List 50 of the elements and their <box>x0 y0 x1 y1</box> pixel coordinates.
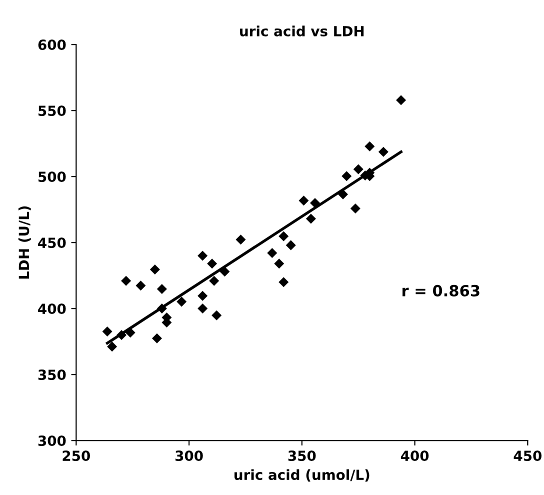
point <box>378 146 388 157</box>
point <box>396 95 406 106</box>
x-tick-label: 450 <box>514 450 542 462</box>
point <box>156 304 167 314</box>
point <box>121 276 132 286</box>
y-tick-label: 550 <box>38 106 66 116</box>
point <box>298 196 309 206</box>
point <box>212 310 222 320</box>
point <box>107 342 118 352</box>
y-tick-label: 500 <box>38 172 66 182</box>
x-axis-title: uric acid (umol/L) <box>234 469 370 482</box>
point <box>198 250 208 261</box>
point <box>338 189 348 200</box>
point <box>286 240 296 250</box>
x-tick-label: 350 <box>288 450 316 462</box>
y-tick-label: 400 <box>38 304 66 314</box>
point <box>350 203 360 214</box>
point <box>364 141 375 152</box>
point <box>125 328 136 338</box>
point <box>136 280 146 291</box>
point <box>353 164 364 174</box>
point <box>310 198 320 208</box>
point <box>306 214 316 224</box>
point <box>102 326 112 337</box>
y-tick-label: 300 <box>38 436 66 446</box>
y-tick-label: 600 <box>38 40 66 50</box>
point <box>207 258 218 269</box>
point <box>342 171 352 182</box>
point <box>116 330 127 340</box>
y-tick-label: 450 <box>38 238 66 248</box>
point <box>150 264 160 274</box>
x-tick-label: 400 <box>400 450 429 462</box>
point <box>198 304 208 314</box>
point <box>220 266 230 277</box>
annotation: r = 0.863 <box>402 284 480 296</box>
point <box>278 277 289 288</box>
point <box>209 276 220 286</box>
x-tick-label: 250 <box>62 450 90 462</box>
x-tick-label: 300 <box>175 450 203 462</box>
y-tick-label: 350 <box>38 370 66 380</box>
point <box>156 284 167 294</box>
point <box>176 296 187 307</box>
point <box>152 333 162 344</box>
point <box>274 258 284 269</box>
point <box>198 290 208 301</box>
point <box>278 231 289 242</box>
point <box>236 234 246 245</box>
chart-title: uric acid vs LDH <box>240 26 364 36</box>
point <box>267 248 278 258</box>
y-axis-title: LDH (U/L) <box>18 206 31 279</box>
